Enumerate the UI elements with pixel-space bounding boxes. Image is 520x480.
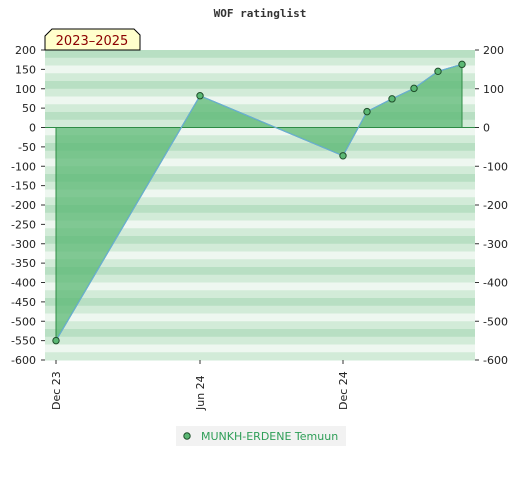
grid-band [45, 205, 475, 214]
grid-band [45, 57, 475, 66]
y-tick-label: -600 [11, 354, 36, 367]
legend-marker [183, 432, 191, 440]
y-tick-label: -100 [11, 160, 36, 173]
grid-band [45, 174, 475, 183]
grid-band [45, 135, 475, 144]
plot-background [45, 50, 475, 361]
grid-band [45, 96, 475, 105]
grid-band [45, 305, 475, 314]
grid-band [45, 88, 475, 97]
data-point[interactable] [363, 107, 371, 116]
grid-band [45, 158, 475, 167]
legend-label: MUNKH-ERDENE Temuun [201, 430, 338, 443]
y2-tick-label: -200 [483, 199, 508, 212]
grid-band [45, 298, 475, 307]
chart-title: WOF ratinglist [214, 7, 307, 20]
legend[interactable]: MUNKH-ERDENE Temuun [176, 426, 346, 446]
grid-band [45, 50, 475, 59]
data-point[interactable] [434, 67, 442, 76]
y-tick-label: 100 [15, 83, 36, 96]
y-tick-label: -350 [11, 257, 36, 270]
y-tick-label: 200 [15, 44, 36, 57]
period-badge: 2023–2025 [44, 28, 141, 51]
grid-band [45, 267, 475, 276]
y2-tick-label: 100 [483, 83, 504, 96]
grid-band [45, 321, 475, 330]
grid-band [45, 259, 475, 268]
y2-tick-label: -100 [483, 160, 508, 173]
period-badge-shape [44, 28, 141, 51]
grid-band [45, 81, 475, 90]
grid-band [45, 352, 475, 361]
grid-band [45, 197, 475, 206]
grid-band [45, 73, 475, 82]
data-point[interactable] [196, 92, 204, 100]
legend-box [176, 426, 346, 446]
data-point[interactable] [339, 152, 347, 160]
grid-band [45, 251, 475, 260]
grid-band [45, 127, 475, 136]
y-tick-label: -450 [11, 296, 36, 309]
grid-band [45, 236, 475, 245]
y-tick-label: 50 [22, 102, 36, 115]
y-tick-label: -550 [11, 335, 36, 348]
x-axis: Dec 23 Jun 24 Dec 24 [50, 371, 350, 411]
grid-band [45, 212, 475, 221]
grid-band [45, 282, 475, 291]
grid-band [45, 166, 475, 175]
grid-band [45, 143, 475, 152]
y-tick-label: -50 [18, 141, 36, 154]
series-line [55, 63, 463, 341]
grid-band [45, 329, 475, 338]
data-point[interactable] [410, 84, 418, 93]
y-tick-label: -250 [11, 218, 36, 231]
y2-tick-label: -400 [483, 277, 508, 290]
grid-band [45, 344, 475, 353]
y2-tick-label: -300 [483, 238, 508, 251]
y-tick-label: -200 [11, 199, 36, 212]
y-tick-label: -300 [11, 238, 36, 251]
grid-band [45, 290, 475, 299]
grid-band [45, 112, 475, 121]
grid-band [45, 65, 475, 74]
x-tick-label: Jun 24 [194, 375, 207, 411]
grid-band [45, 104, 475, 113]
grid-band [45, 336, 475, 345]
axes [41, 49, 479, 364]
x-tick-label: Dec 24 [337, 371, 350, 410]
y-axis-left: 200 150 100 50 0 -50 -100 -150 -200 -250 -300 -350 -… [11, 44, 36, 367]
period-label: 2023–2025 [56, 34, 129, 49]
y-tick-label: 150 [15, 63, 36, 76]
series-points [52, 60, 466, 345]
grid-band [45, 243, 475, 252]
y-tick-label: -500 [11, 315, 36, 328]
grid-band [45, 150, 475, 159]
data-point[interactable] [52, 336, 60, 345]
data-point[interactable] [458, 60, 466, 69]
data-point[interactable] [388, 95, 396, 103]
grid-band [45, 189, 475, 198]
grid-band [45, 274, 475, 283]
grid-band [45, 228, 475, 237]
y-axis-right: 200 100 0 -100 -200 -300 -400 -500 -600 [483, 44, 508, 367]
y-tick-label: 0 [29, 122, 36, 135]
y-tick-label: -150 [11, 180, 36, 193]
x-tick-label: Dec 23 [50, 371, 63, 410]
y2-tick-label: 0 [483, 122, 490, 135]
y-tick-label: -400 [11, 277, 36, 290]
y2-tick-label: 200 [483, 44, 504, 57]
grid-band [45, 181, 475, 190]
y2-tick-label: -600 [483, 354, 508, 367]
grid-band [45, 313, 475, 322]
grid-band [45, 220, 475, 229]
y2-tick-label: -500 [483, 315, 508, 328]
